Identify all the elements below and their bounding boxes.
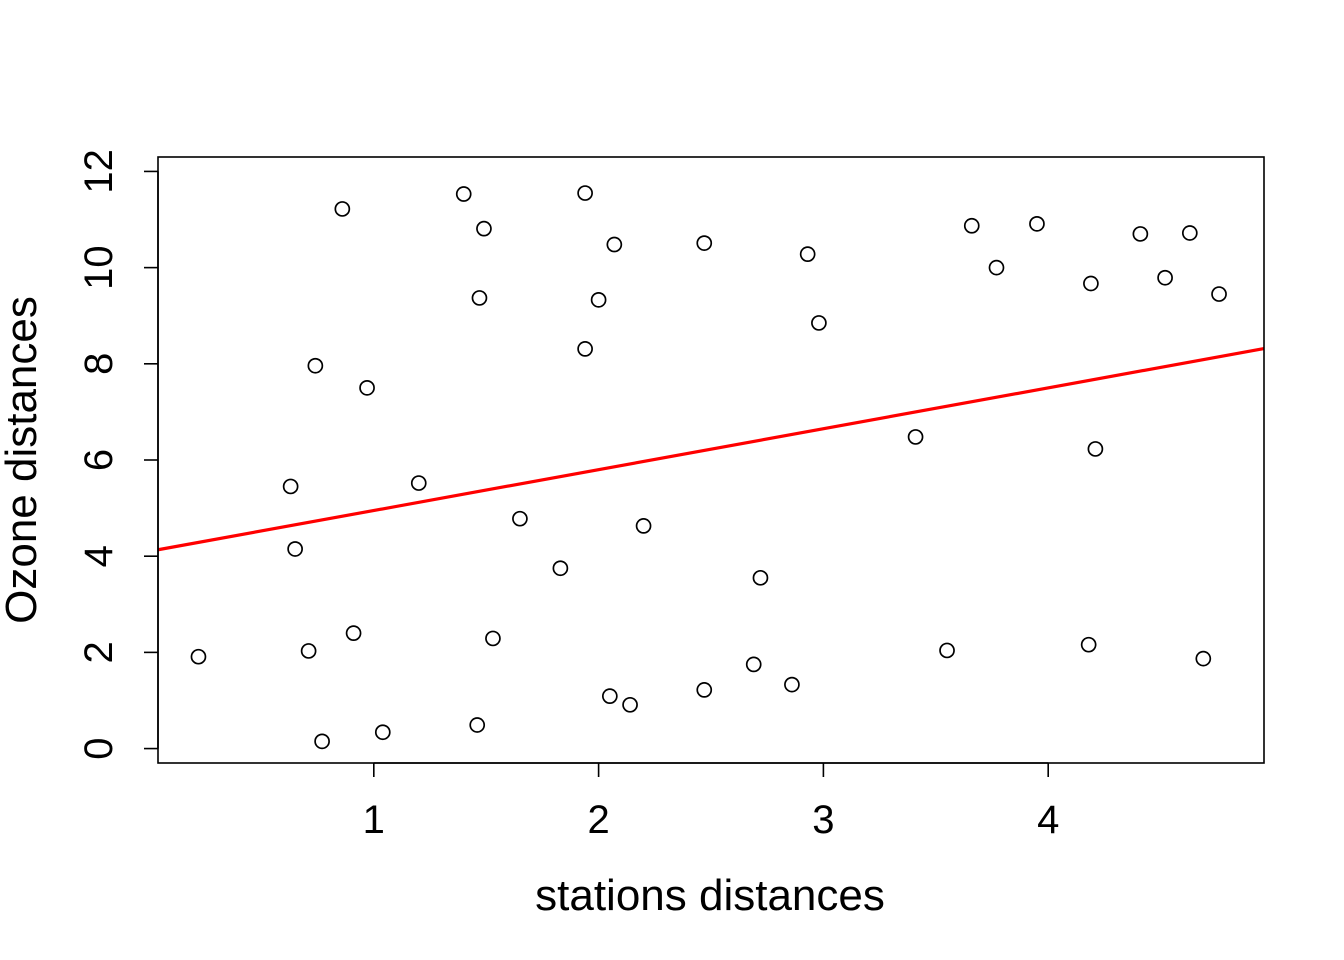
data-point (1083, 275, 1099, 292)
data-point (476, 220, 492, 237)
data-point (622, 696, 638, 713)
data-point (939, 642, 955, 659)
data-point (300, 643, 317, 659)
x-tick-label: 2 (587, 798, 609, 842)
data-point (635, 518, 652, 534)
regression-layer (157, 347, 1265, 552)
data-point (314, 733, 330, 750)
data-point (784, 676, 800, 693)
data-point (590, 291, 607, 308)
data-point (577, 185, 593, 201)
data-point (799, 246, 816, 263)
data-point (345, 625, 362, 641)
data-point (282, 478, 299, 495)
data-point (307, 357, 324, 374)
data-point (963, 217, 980, 234)
data-point (1195, 650, 1212, 667)
points-layer (190, 185, 1227, 750)
data-point (552, 560, 569, 577)
y-tick-label: 10 (77, 245, 121, 290)
data-point (577, 341, 593, 357)
data-point (1080, 636, 1097, 653)
data-point (811, 315, 827, 331)
y-tick-label: 2 (77, 641, 121, 663)
y-axis-title: Ozone distances (0, 296, 46, 624)
data-point (1157, 269, 1173, 286)
data-point (601, 688, 618, 704)
data-point (374, 724, 391, 741)
data-point (471, 290, 488, 306)
data-point (1211, 286, 1227, 302)
data-point (287, 541, 303, 557)
x-tick-label: 1 (363, 798, 385, 842)
data-point (1087, 441, 1104, 457)
data-point (752, 569, 769, 586)
data-point (512, 510, 528, 527)
data-point (469, 717, 486, 733)
data-point (485, 630, 501, 647)
data-point (1132, 226, 1149, 242)
regression-line (157, 347, 1265, 552)
data-point (696, 682, 713, 698)
data-point (988, 259, 1005, 276)
y-tick-label: 12 (77, 149, 121, 194)
x-tick-label: 4 (1037, 798, 1059, 842)
data-point (1181, 225, 1198, 241)
x-axis-title: stations distances (535, 871, 885, 920)
y-tick-label: 4 (77, 545, 121, 567)
data-point (696, 235, 713, 251)
y-tick-label: 6 (77, 449, 121, 471)
data-point (745, 656, 762, 673)
data-point (1029, 216, 1045, 232)
y-axis: 0 2 4 6 8 10 12 (77, 149, 159, 760)
data-point (606, 236, 623, 253)
x-tick-label: 3 (812, 798, 834, 842)
x-axis: 1 2 3 4 (363, 762, 1059, 842)
y-tick-label: 8 (77, 353, 121, 375)
y-tick-label: 0 (77, 737, 121, 759)
data-point (334, 201, 351, 217)
data-point (410, 475, 427, 491)
data-point (455, 186, 472, 202)
data-point (359, 380, 375, 396)
data-point (190, 648, 207, 665)
data-point (907, 429, 924, 445)
